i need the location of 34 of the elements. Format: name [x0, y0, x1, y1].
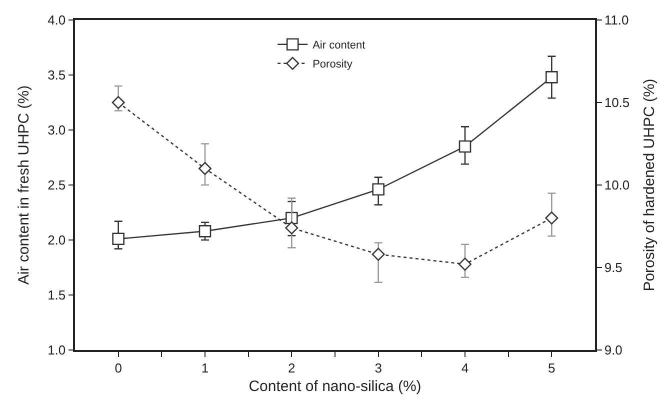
- y-tick-label: 2.0: [48, 232, 66, 248]
- y-axis-title: Air content in fresh UHPC (%): [15, 85, 32, 285]
- point: [112, 96, 125, 109]
- point: [198, 162, 212, 175]
- y-tick-label: 1.5: [48, 288, 66, 303]
- x-tick-label: 3: [374, 360, 382, 376]
- y-tick-label: 2.5: [48, 178, 66, 193]
- point: [546, 71, 558, 84]
- x-tick-label: 4: [461, 360, 469, 376]
- y2-axis-title: Porosity of hardened UHPC (%): [641, 78, 658, 292]
- y2-tick-label: 11.0: [604, 12, 629, 28]
- y-tick-label: 3.0: [48, 122, 66, 138]
- y2-tick-label: 10.0: [604, 178, 630, 193]
- point: [458, 140, 472, 153]
- legend-label: Air content: [312, 40, 366, 52]
- y-tick-label: 3.5: [48, 68, 66, 83]
- y2-tick-label: 9.0: [604, 342, 622, 358]
- y2-tick-label: 9.5: [604, 260, 622, 276]
- x-tick-label: 1: [201, 360, 209, 376]
- x-tick-label: 5: [548, 360, 556, 376]
- point: [112, 232, 124, 246]
- point: [285, 221, 298, 234]
- point: [545, 212, 558, 224]
- point: [458, 258, 472, 271]
- point: [372, 183, 384, 196]
- point: [198, 225, 212, 238]
- y-tick-label: 1.0: [48, 342, 66, 358]
- point: [372, 248, 385, 261]
- y-tick-label: 4.0: [48, 12, 66, 28]
- x-tick-label: 0: [114, 360, 122, 376]
- x-tick-label: 2: [288, 360, 296, 376]
- x-axis-title: Content of nano-silica (%): [248, 378, 422, 395]
- legend-label: Porosity: [312, 58, 353, 71]
- y2-tick-label: 10.5: [604, 95, 630, 110]
